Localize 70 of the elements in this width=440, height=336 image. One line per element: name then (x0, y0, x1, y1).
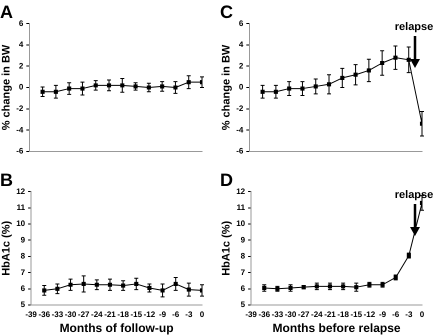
y-axis-title: HbA1c (%) (220, 220, 233, 276)
x-tick-label: -21 (324, 310, 336, 320)
x-tick-label: -9 (159, 310, 167, 320)
y-tick-label: 4 (238, 40, 244, 50)
x-tick-label: -27 (298, 310, 310, 320)
y-tick-label: 2 (238, 61, 244, 70)
x-tick-label: -18 (337, 310, 350, 320)
y-tick-label: 4 (18, 40, 24, 50)
y-tick-label: 12 (16, 186, 26, 196)
x-tick-label: -15 (350, 310, 363, 320)
x-tick-label: 0 (200, 310, 205, 320)
x-tick-label: -33 (52, 310, 64, 320)
y-tick-label: 10 (236, 219, 246, 228)
x-tick-label: -33 (272, 310, 284, 320)
y-tick-label: 5 (240, 300, 246, 310)
x-tick-label: -12 (144, 310, 156, 320)
x-tick-label: -12 (364, 310, 376, 320)
x-tick-label: -9 (379, 310, 387, 320)
x-tick-label: -3 (185, 310, 193, 320)
chart-title: B (0, 170, 13, 190)
y-tick-label: 10 (16, 219, 26, 228)
y-tick-label: 11 (236, 203, 246, 212)
y-axis-title: % change in BW (0, 44, 13, 130)
y-tick-label: 6 (20, 284, 26, 294)
chart-title: A (0, 2, 13, 22)
x-tick-label: -30 (284, 310, 297, 320)
y-tick-label: 7 (240, 268, 246, 277)
x-tick-label: -6 (392, 310, 400, 320)
y-tick-label: -6 (236, 146, 244, 156)
annotation: relapse (394, 189, 434, 202)
y-tick-label: 9 (20, 235, 26, 244)
chart-title: C (220, 2, 233, 22)
y-tick-label: -4 (16, 125, 24, 134)
y-tick-label: -4 (236, 125, 244, 134)
y-tick-label: 12 (236, 186, 246, 196)
x-axis-title: Months before relapse (272, 321, 401, 336)
x-tick-label: -36 (258, 310, 271, 320)
y-tick-label: 11 (16, 203, 26, 212)
x-tick-label: -24 (91, 310, 104, 320)
x-tick-label: -39 (245, 310, 258, 320)
annotation: relapse (394, 21, 434, 34)
x-tick-label: -6 (172, 310, 180, 320)
x-tick-label: -24 (311, 310, 324, 320)
y-tick-label: 0 (18, 82, 24, 92)
y-tick-label: 6 (240, 284, 246, 294)
y-tick-label: 6 (238, 18, 244, 28)
y-tick-label: 0 (238, 82, 244, 92)
y-tick-label: 9 (240, 235, 246, 244)
x-tick-label: -27 (78, 310, 90, 320)
x-tick-label: -30 (64, 310, 77, 320)
x-tick-label: -36 (38, 310, 51, 320)
y-tick-label: 8 (20, 252, 26, 261)
y-axis-title: % change in BW (220, 44, 233, 130)
x-tick-label: -18 (117, 310, 130, 320)
x-tick-label: -15 (130, 310, 143, 320)
y-tick-label: -2 (236, 104, 244, 114)
y-tick-label: 8 (240, 252, 246, 261)
y-axis-title: HbA1c (%) (0, 220, 13, 276)
x-tick-label: -21 (104, 310, 116, 320)
x-tick-label: -39 (25, 310, 38, 320)
chart-title: D (220, 170, 233, 190)
y-tick-label: 6 (18, 18, 24, 28)
y-tick-label: 7 (20, 268, 26, 277)
y-tick-label: -2 (16, 104, 24, 114)
y-tick-label: 5 (20, 300, 26, 310)
x-axis-title: Months of follow-up (60, 321, 174, 336)
y-tick-label: -6 (16, 146, 24, 156)
x-tick-label: -3 (405, 310, 413, 320)
y-tick-label: 2 (18, 61, 24, 70)
x-tick-label: 0 (420, 310, 425, 320)
